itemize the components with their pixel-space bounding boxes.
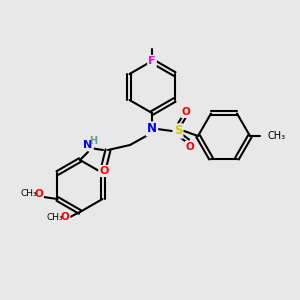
Text: O: O	[182, 107, 190, 117]
Text: CH₃: CH₃	[268, 131, 286, 141]
Text: O: O	[99, 166, 109, 176]
Text: O: O	[61, 212, 69, 222]
Text: CH₃: CH₃	[20, 190, 37, 199]
Text: CH₃: CH₃	[47, 212, 63, 221]
Text: S: S	[174, 124, 182, 137]
Text: N: N	[147, 122, 157, 136]
Text: F: F	[148, 56, 156, 66]
Text: N: N	[83, 140, 93, 150]
Text: H: H	[89, 136, 97, 146]
Text: O: O	[186, 142, 194, 152]
Text: O: O	[34, 189, 43, 199]
